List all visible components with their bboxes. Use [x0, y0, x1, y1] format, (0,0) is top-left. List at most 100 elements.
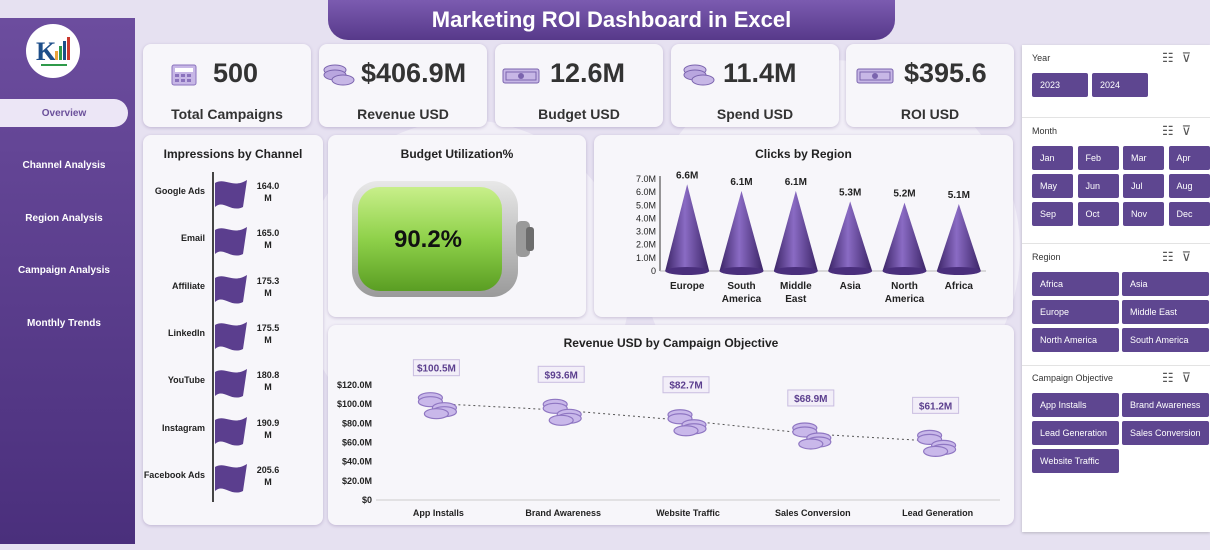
- y-tick-label: $120.0M: [337, 380, 372, 390]
- nav-overview[interactable]: Overview: [0, 99, 128, 127]
- impression-value: 205.6: [256, 464, 280, 475]
- slicer-region-option[interactable]: Asia: [1122, 272, 1209, 296]
- impression-value: 190.9: [256, 417, 280, 428]
- nav-monthly-trends[interactable]: Monthly Trends: [0, 309, 128, 337]
- panel-title: Budget Utilization%: [400, 147, 514, 161]
- nav-region-analysis[interactable]: Region Analysis: [0, 204, 128, 232]
- x-tick-label: Website Traffic: [656, 508, 720, 518]
- slicer-panel: Year ☷⊽ 2023 2024 Month ☷⊽ Region ☷⊽ Cam…: [1022, 45, 1210, 532]
- clear-filter-icon[interactable]: ⊽: [1181, 249, 1200, 264]
- slicer-region-option[interactable]: South America: [1122, 328, 1209, 352]
- coin-marker[interactable]: [667, 409, 707, 437]
- x-tick-label: America: [885, 294, 925, 305]
- slicer-objective-option[interactable]: Brand Awareness: [1122, 393, 1209, 417]
- clear-filter-icon[interactable]: ⊽: [1181, 370, 1200, 385]
- slicer-objective-option[interactable]: Lead Generation: [1032, 421, 1119, 445]
- channel-label: LinkedIn: [167, 327, 205, 338]
- slicer-month-option[interactable]: Nov: [1123, 202, 1164, 226]
- clicks-by-region-panel: Clicks by Region 0 1.0M 2.0M 3.0M 4.0M 5.0M 6.…: [594, 135, 1013, 317]
- slicer-year-2023[interactable]: 2023: [1032, 73, 1088, 97]
- x-tick-label: App Installs: [413, 508, 464, 518]
- revenue-chart: $0 $20.0M $40.0M $60.0M $80.0M $100.0M $120.0M…: [337, 359, 1000, 518]
- cash-icon: [502, 68, 540, 84]
- slicer-month-option[interactable]: Dec: [1168, 202, 1210, 226]
- slicer-month-option[interactable]: Oct: [1077, 202, 1119, 226]
- impression-value: 164.0: [256, 181, 280, 191]
- cone-bar[interactable]: [665, 184, 710, 271]
- data-label-box: [412, 359, 460, 377]
- cone-bar[interactable]: [936, 203, 981, 271]
- x-tick-label: East: [785, 294, 807, 305]
- slicer-objective-option[interactable]: App Installs: [1032, 393, 1119, 417]
- slicer-month-option[interactable]: Jul: [1123, 174, 1164, 198]
- y-tick-label: $100.0M: [337, 399, 372, 409]
- slicer-month-option[interactable]: Mar: [1123, 146, 1164, 170]
- nav-campaign-analysis[interactable]: Campaign Analysis: [0, 256, 128, 284]
- data-label: 6.6M: [676, 170, 698, 181]
- slicer-region-option[interactable]: Middle East: [1122, 300, 1209, 324]
- kpi-label: Budget USD: [538, 106, 620, 122]
- cone-bar[interactable]: [719, 190, 764, 271]
- kpi-value: 11.4M: [723, 58, 797, 88]
- coins-icon: [323, 64, 355, 86]
- nav-channel-analysis[interactable]: Channel Analysis: [0, 151, 128, 179]
- impression-value: 165.0: [256, 228, 280, 239]
- clear-filter-icon[interactable]: ⊽: [1181, 50, 1200, 65]
- slicer-year-2024[interactable]: 2024: [1092, 73, 1148, 97]
- data-label: 5.2M: [893, 189, 915, 200]
- impression-unit: M: [264, 193, 272, 203]
- x-tick-label: Middle: [780, 281, 812, 292]
- data-label: $68.9M: [794, 394, 827, 405]
- slicer-month-option[interactable]: Jan: [1032, 146, 1073, 170]
- slicer-objective-option[interactable]: Website Traffic: [1032, 449, 1119, 473]
- cone-bar[interactable]: [882, 202, 927, 271]
- slicer-month-option[interactable]: Aug: [1168, 174, 1210, 198]
- y-tick-label: $0: [362, 495, 372, 505]
- clear-filter-icon[interactable]: ⊽: [1181, 123, 1200, 138]
- x-tick-label: Sales Conversion: [775, 508, 851, 518]
- cash-icon: [856, 68, 894, 84]
- data-label-box: [537, 365, 585, 383]
- kpi-value: $406.9M: [361, 58, 467, 88]
- data-label: 6.1M: [730, 177, 752, 188]
- slicer-region-option[interactable]: Europe: [1032, 300, 1119, 324]
- multi-select-icon[interactable]: ☷: [1162, 370, 1182, 385]
- impression-unit: M: [264, 429, 272, 440]
- slicer-objective-option[interactable]: Sales Conversion: [1122, 421, 1209, 445]
- y-tick-label: 0: [651, 266, 656, 276]
- multi-select-icon[interactable]: ☷: [1162, 249, 1182, 264]
- multi-select-icon[interactable]: ☷: [1162, 50, 1182, 65]
- coin-marker[interactable]: [916, 429, 957, 457]
- y-tick-label: 3.0M: [636, 227, 656, 237]
- cone-bar[interactable]: [828, 201, 873, 271]
- slicer-month-option[interactable]: Apr: [1168, 146, 1210, 170]
- coin-marker[interactable]: [542, 398, 582, 426]
- slicer-month-option[interactable]: Feb: [1077, 146, 1119, 170]
- slicer-region-option[interactable]: Africa: [1032, 272, 1119, 296]
- slicer-month-option[interactable]: Sep: [1032, 202, 1073, 226]
- coin-marker[interactable]: [417, 392, 458, 420]
- multi-select-icon[interactable]: ☷: [1162, 123, 1182, 138]
- data-label-box: [787, 389, 835, 407]
- impression-unit: M: [264, 334, 272, 345]
- impressions-panel: Impressions by Channel Google Ads 164.0 M E…: [143, 135, 323, 525]
- channel-label: YouTube: [167, 375, 205, 386]
- x-tick-label: America: [722, 294, 762, 305]
- logo: K: [26, 24, 80, 78]
- slicer-region-option[interactable]: North America: [1032, 328, 1119, 352]
- coin-marker[interactable]: [792, 422, 832, 450]
- kpi-card-budget: 12.6M Budget USD: [495, 44, 663, 127]
- impression-value: 175.5: [256, 322, 280, 333]
- clicks-chart: 0 1.0M 2.0M 3.0M 4.0M 5.0M 6.0M 7.0M 6.6M Europe 6…: [636, 170, 986, 305]
- slicer-month-option[interactable]: May: [1032, 174, 1073, 198]
- kpi-value: 500: [213, 58, 259, 88]
- sidebar: K Overview Channel Analysis Region Analy…: [0, 18, 135, 544]
- nav-label: Campaign Analysis: [18, 264, 110, 276]
- channel-label: Google Ads: [154, 186, 205, 196]
- cone-base: [936, 267, 981, 275]
- y-tick-label: 4.0M: [636, 213, 656, 223]
- kpi-label: Total Campaigns: [171, 106, 283, 122]
- y-tick-label: 7.0M: [636, 174, 656, 184]
- cone-bar[interactable]: [773, 190, 818, 271]
- slicer-month-option[interactable]: Jun: [1077, 174, 1119, 198]
